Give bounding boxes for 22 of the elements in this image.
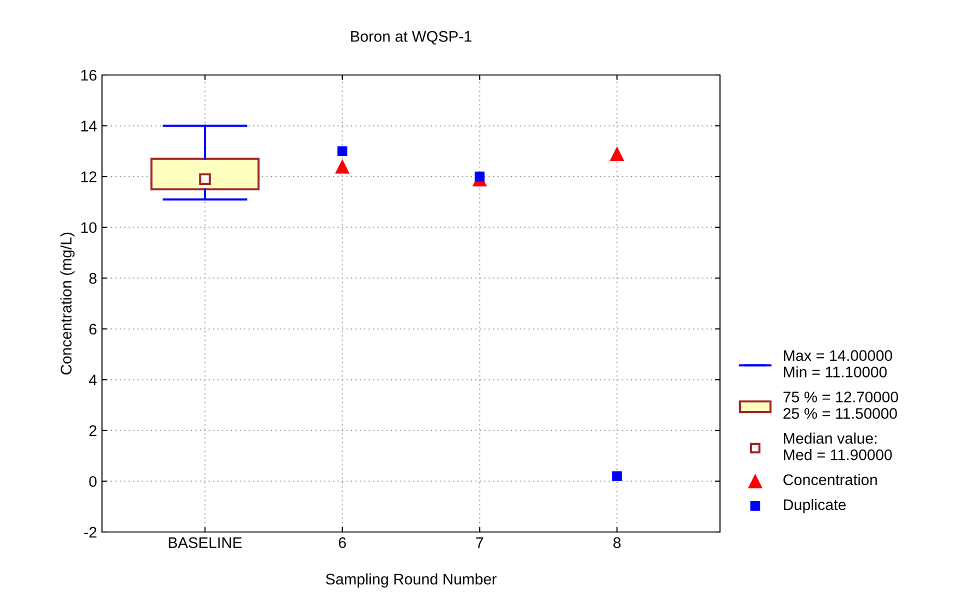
x-axis-title: Sampling Round Number [326,573,497,588]
y-tick-label: 10 [81,222,97,234]
x-tick-label: 7 [476,537,484,548]
x-tick-label: BASELINE [168,537,242,548]
x-tick-label: 6 [338,537,346,548]
text: Median value: Med = 11.90000 [784,432,892,460]
y-tick-label: 2 [89,425,96,436]
y-tick-label: 8 [89,272,96,284]
y-axis-title: Concentration (mg/L) [60,232,75,374]
y-tick-label: 14 [81,120,97,132]
y-tick-label: 4 [88,374,97,386]
y-tick-label: 6 [89,324,96,335]
chart-title: Boron at WQSP-1 [351,31,472,45]
y-tick-label: 12 [81,171,96,182]
text: 75 % = 12.70000 25 % = 11.50000 [783,392,898,419]
y-tick-label: 16 [81,70,96,81]
text: Max = 14.00000 Min = 11.10000 [784,350,892,378]
legend-label: Concentration [783,474,877,486]
y-tick-label: 0 [89,476,97,487]
legend-label: Duplicate [784,498,846,514]
x-tick-label: 8 [613,537,621,548]
y-tick-label: -2 [84,526,96,538]
